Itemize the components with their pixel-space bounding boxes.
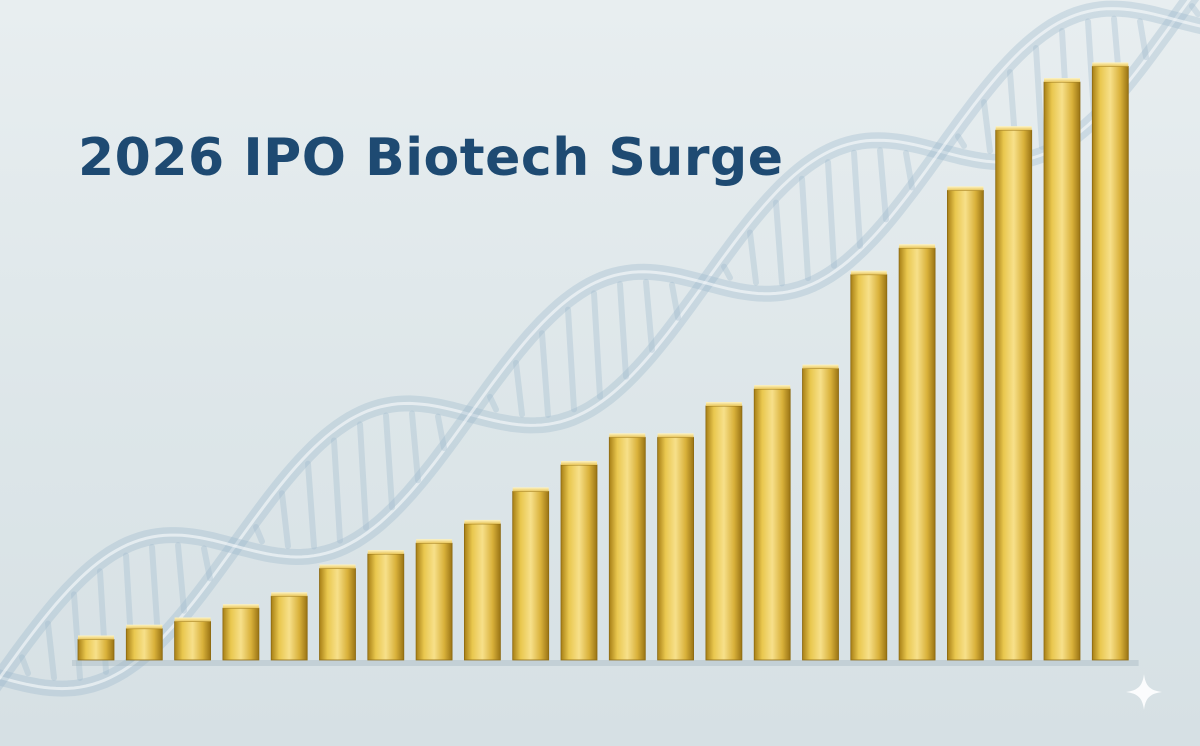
dna-base-pair <box>45 620 57 681</box>
bar-top-face <box>995 126 1032 131</box>
bar <box>222 607 260 661</box>
bar <box>947 189 984 661</box>
bar <box>995 129 1033 661</box>
bar <box>608 436 646 661</box>
bar-top-face <box>561 461 597 465</box>
bar <box>802 368 839 661</box>
bar <box>850 274 888 661</box>
bar-top-face <box>1092 62 1129 67</box>
bar-top-face <box>464 519 501 524</box>
dna-base-pair <box>19 654 31 677</box>
bar-top-face <box>947 186 984 191</box>
bar-top-face <box>367 550 404 554</box>
bar-top-face <box>1044 78 1080 83</box>
dna-base-pair <box>851 149 863 249</box>
bar <box>1091 66 1129 661</box>
bar-top-face <box>78 635 114 640</box>
bar-top-face <box>754 385 791 390</box>
dna-base-pair <box>383 412 395 511</box>
dna-base-pair <box>539 330 551 418</box>
bar <box>512 490 550 661</box>
bar-top-face <box>899 244 936 249</box>
bar-top-face <box>222 604 259 609</box>
sparkle-icon <box>1126 674 1162 710</box>
bar <box>898 247 936 661</box>
dna-base-pair <box>1189 3 1200 18</box>
bar-top-face <box>802 364 839 369</box>
dna-base-pair <box>825 159 837 269</box>
bar <box>77 639 115 661</box>
dna-base-pair <box>1033 44 1045 150</box>
bar-top-face <box>271 592 308 597</box>
chart-title: 2026 IPO Biotech Surge <box>78 128 784 188</box>
dna-base-pair <box>643 278 655 353</box>
bar-top-face <box>126 624 163 629</box>
bar <box>463 523 501 661</box>
bar-series <box>72 62 1139 666</box>
dna-base-pair <box>799 175 811 282</box>
bar-top-face <box>512 487 549 492</box>
bar-top-face <box>416 539 453 544</box>
bar <box>753 388 791 661</box>
bar-shadow <box>72 660 1139 666</box>
dna-base-pair <box>747 229 759 286</box>
dna-base-pair <box>877 147 889 223</box>
dna-base-pair <box>773 199 785 287</box>
dna-strand-highlight <box>0 7 1200 681</box>
bar <box>319 568 356 661</box>
dna-base-pair <box>435 413 447 452</box>
dna-base-pair <box>1137 18 1149 61</box>
dna-base-pair <box>617 281 629 380</box>
bar-top-face <box>174 617 211 622</box>
dna-base-pair <box>253 524 265 545</box>
bar-top-face <box>705 402 742 406</box>
dna-base-pair <box>305 460 317 550</box>
bar <box>657 436 694 661</box>
bar <box>560 464 598 661</box>
dna-base-pair <box>669 281 681 321</box>
dna-base-pair <box>279 490 291 550</box>
bar-top-face <box>657 433 694 438</box>
dna-base-pair <box>513 359 525 418</box>
bar <box>367 553 405 661</box>
dna-base-pair <box>565 306 577 413</box>
dna-base-pair <box>357 421 369 531</box>
bar-top-face <box>609 433 646 438</box>
bar-top-face <box>850 270 887 275</box>
dna-base-pair <box>903 150 915 191</box>
dna-base-pair <box>71 591 83 681</box>
dna-base-pair <box>955 133 967 149</box>
dna-base-pair <box>487 393 499 413</box>
bar-top-face <box>319 564 356 569</box>
dna-base-pair <box>981 99 993 154</box>
bar <box>174 621 212 661</box>
dna-base-pair <box>409 410 421 484</box>
dna-base-pair <box>721 263 733 281</box>
bar <box>415 542 453 661</box>
dna-base-pair <box>175 542 187 614</box>
bar <box>1043 81 1081 661</box>
bar <box>125 628 163 661</box>
bar <box>270 595 308 661</box>
dna-base-pair <box>331 437 343 544</box>
dna-base-pair <box>201 545 213 582</box>
bar <box>705 405 743 661</box>
dna-base-pair <box>149 543 161 642</box>
dna-base-pair <box>591 290 603 400</box>
